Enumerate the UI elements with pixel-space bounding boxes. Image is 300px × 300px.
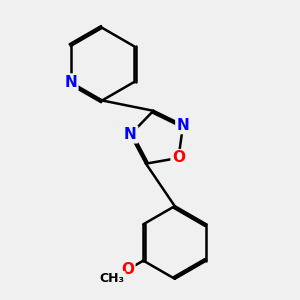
Text: N: N (177, 118, 189, 133)
Text: CH₃: CH₃ (99, 272, 124, 285)
Text: N: N (124, 127, 137, 142)
Text: N: N (64, 75, 77, 90)
Text: O: O (121, 262, 134, 277)
Text: O: O (172, 150, 185, 165)
